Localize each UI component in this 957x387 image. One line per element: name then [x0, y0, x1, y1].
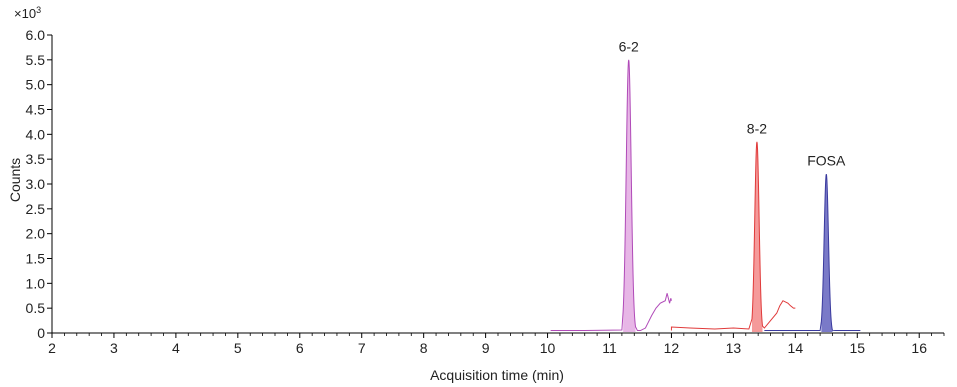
x-tick-label: 13: [726, 340, 742, 356]
x-tick-label: 14: [788, 340, 804, 356]
y-tick-label: 6.0: [26, 27, 46, 43]
y-tick-label: 2.0: [26, 226, 46, 242]
x-tick-label: 12: [664, 340, 680, 356]
axes: 2 3 4 5 6 7 8 9 10 11 12 13 14 15 16 0 0.5 1.0 1.5 2.0 2.5 3.…: [26, 27, 945, 356]
y-tick-label: 5.0: [26, 77, 46, 93]
y-tick-label: 5.5: [26, 52, 46, 68]
y-axis-multiplier: ×103: [14, 5, 41, 21]
y-tick-label: 1.5: [26, 251, 46, 267]
x-axis-title: Acquisition time (min): [430, 367, 564, 383]
peak-label-2: 8-2: [747, 120, 767, 136]
peak-fill-2: [751, 141, 763, 333]
labels-layer: 6-2 8-2 FOSA: [619, 38, 846, 168]
y-tick-label: 3.0: [26, 176, 46, 192]
x-tick-label: 8: [420, 340, 428, 356]
series-line-2: [670, 141, 796, 331]
y-axis-multiplier-exponent: 3: [36, 5, 41, 15]
x-tick-label: 10: [540, 340, 556, 356]
y-tick-label: 1.0: [26, 275, 46, 291]
y-tick-label: 3.5: [26, 151, 46, 167]
y-tick-label: 0.5: [26, 300, 46, 316]
x-tick-label: 5: [234, 340, 242, 356]
y-tick-label: 4.5: [26, 102, 46, 118]
y-tick-label: 4.0: [26, 126, 46, 142]
peak-label-3: FOSA: [807, 153, 846, 169]
x-tick-label: 11: [602, 340, 617, 356]
x-tick-label: 3: [110, 340, 118, 356]
x-tick-label: 16: [911, 340, 927, 356]
series-line-1: [550, 59, 672, 332]
series-layer: [550, 59, 861, 333]
peak-label-1: 6-2: [619, 38, 639, 54]
x-tick-label: 2: [48, 340, 56, 356]
x-tick-label: 7: [358, 340, 366, 356]
x-tick-label: 15: [849, 340, 865, 356]
y-axis-multiplier-base: ×10: [14, 6, 36, 21]
y-tick-label: 2.5: [26, 201, 46, 217]
y-tick-label: 0: [37, 325, 45, 341]
series-line-3: [764, 173, 861, 332]
x-tick-label: 9: [482, 340, 490, 356]
y-axis-title: Counts: [7, 158, 23, 202]
x-tick-label: 4: [172, 340, 180, 356]
x-tick-label: 6: [296, 340, 304, 356]
